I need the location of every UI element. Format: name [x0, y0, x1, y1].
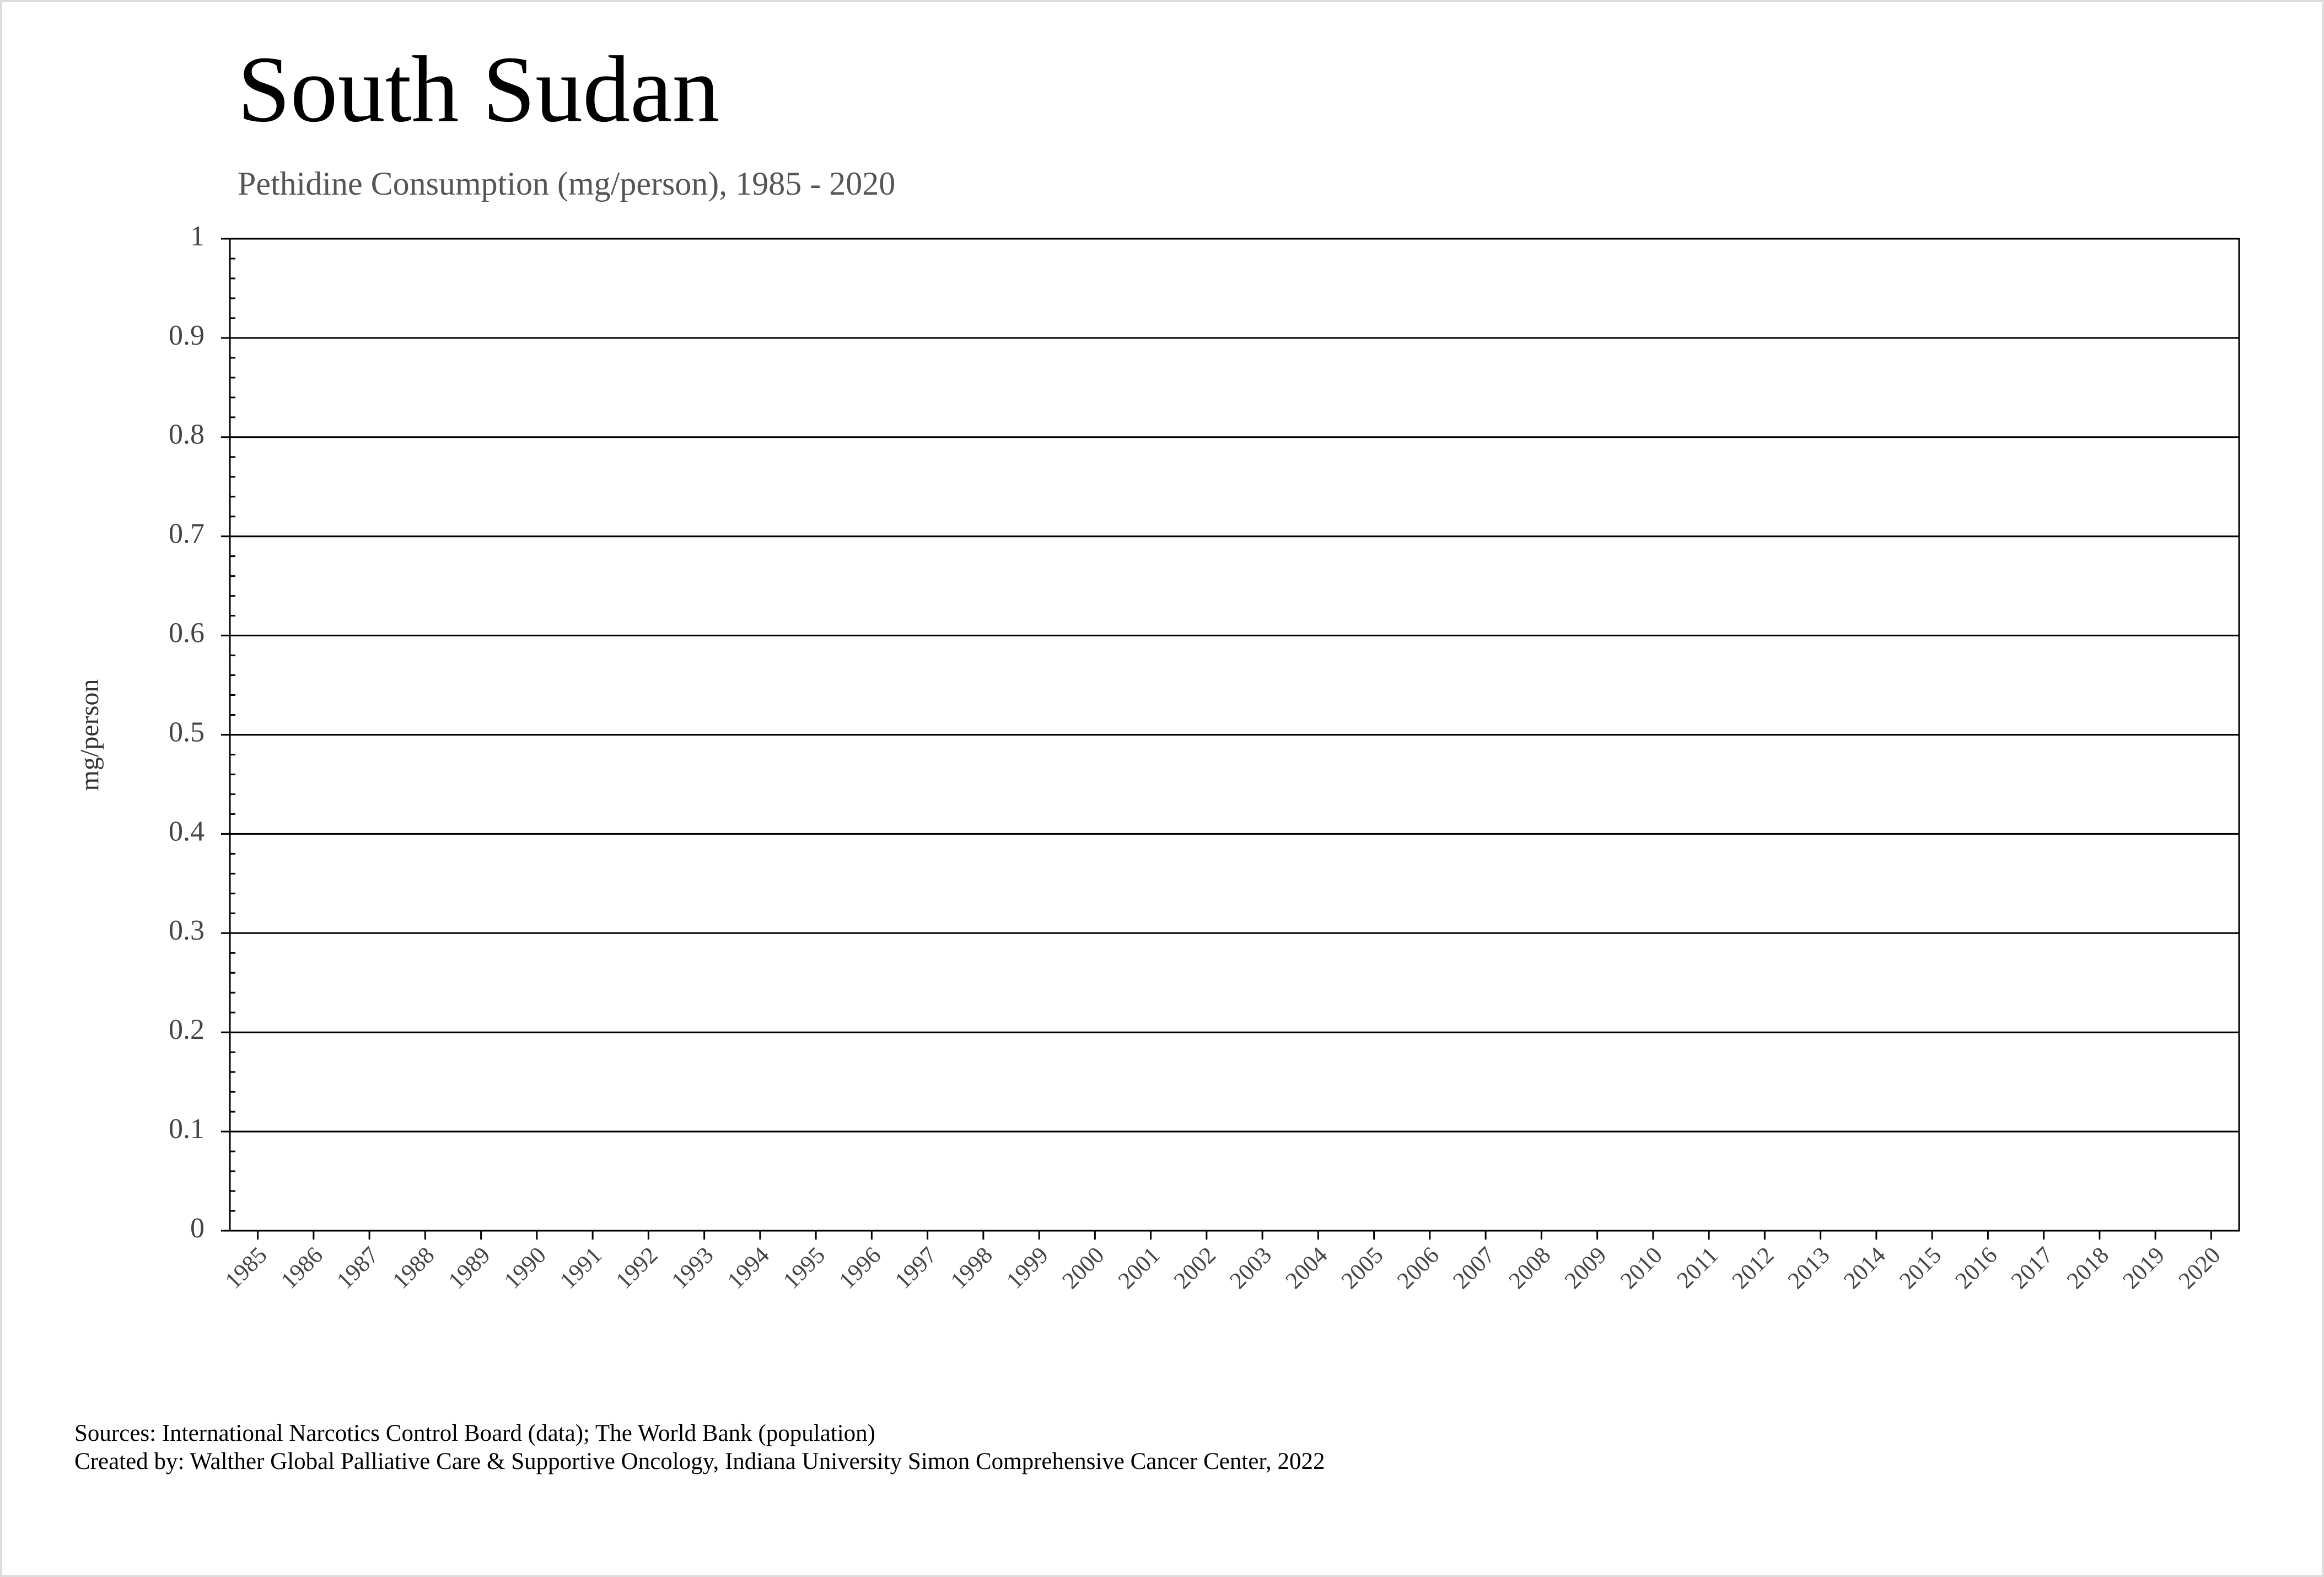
- y-tick-label: 0.8: [169, 419, 205, 450]
- y-tick-label: 0.1: [169, 1113, 205, 1145]
- y-tick-label: 0.4: [169, 816, 205, 847]
- source-note: Created by: Walther Global Palliative Ca…: [74, 1449, 1325, 1474]
- y-tick-label: 0.9: [169, 320, 205, 351]
- chart-title: South Sudan: [238, 37, 719, 142]
- y-tick-label: 1: [190, 221, 205, 252]
- y-tick-label: 0: [190, 1213, 205, 1244]
- plot-area: [229, 238, 2240, 1232]
- chart-subtitle: Pethidine Consumption (mg/person), 1985 …: [238, 165, 895, 202]
- y-tick-label: 0.3: [169, 915, 205, 946]
- y-tick-label: 0.2: [169, 1014, 205, 1045]
- y-tick-label: 0.7: [169, 518, 205, 550]
- source-note: Sources: International Narcotics Control…: [74, 1420, 875, 1446]
- y-tick-label: 0.6: [169, 618, 205, 649]
- y-axis-label: mg/person: [75, 679, 104, 791]
- y-tick-label: 0.5: [169, 716, 205, 748]
